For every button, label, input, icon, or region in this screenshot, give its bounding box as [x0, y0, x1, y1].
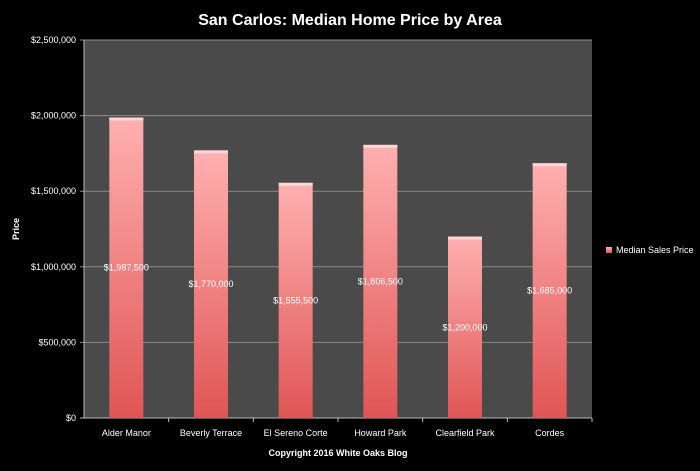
data-label: $1,555,500 [273, 295, 318, 305]
data-label: $1,200,000 [442, 322, 487, 332]
x-axis-label: Copyright 2016 White Oaks Blog [268, 448, 407, 458]
x-tick-label: Beverly Terrace [180, 428, 242, 438]
bar [363, 144, 398, 419]
bar [109, 117, 144, 419]
data-label: $1,987,500 [104, 263, 149, 273]
legend-label: Median Sales Price [616, 245, 694, 255]
bar [448, 236, 482, 418]
y-tick-label: $1,500,000 [31, 186, 76, 196]
y-tick-label: $2,500,000 [31, 35, 76, 45]
data-label: $1,806,500 [358, 276, 403, 286]
y-tick-label: $500,000 [38, 337, 76, 347]
bar-cap [278, 182, 313, 186]
bar [194, 150, 228, 418]
y-axis-label: Price [11, 218, 21, 240]
y-tick-label: $0 [66, 413, 76, 423]
y-tick-label: $1,000,000 [31, 262, 76, 272]
data-label: $1,770,000 [188, 279, 233, 289]
x-tick-label: Clearfield Park [435, 428, 495, 438]
x-tick-label: Howard Park [354, 428, 407, 438]
legend-swatch [606, 247, 612, 253]
bar-cap [448, 236, 482, 240]
bar-cap [532, 163, 567, 167]
data-label: $1,685,000 [527, 286, 572, 296]
bar-cap [363, 144, 398, 148]
bar-cap [194, 150, 228, 154]
plot-area [84, 40, 592, 418]
x-tick-label: Cordes [535, 428, 565, 438]
bar [532, 163, 567, 418]
bar [278, 182, 313, 418]
x-tick-label: Alder Manor [102, 428, 151, 438]
chart-title: San Carlos: Median Home Price by Area [198, 12, 502, 29]
x-tick-label: El Sereno Corte [264, 428, 328, 438]
y-tick-label: $2,000,000 [31, 111, 76, 121]
bar-cap [109, 117, 144, 121]
